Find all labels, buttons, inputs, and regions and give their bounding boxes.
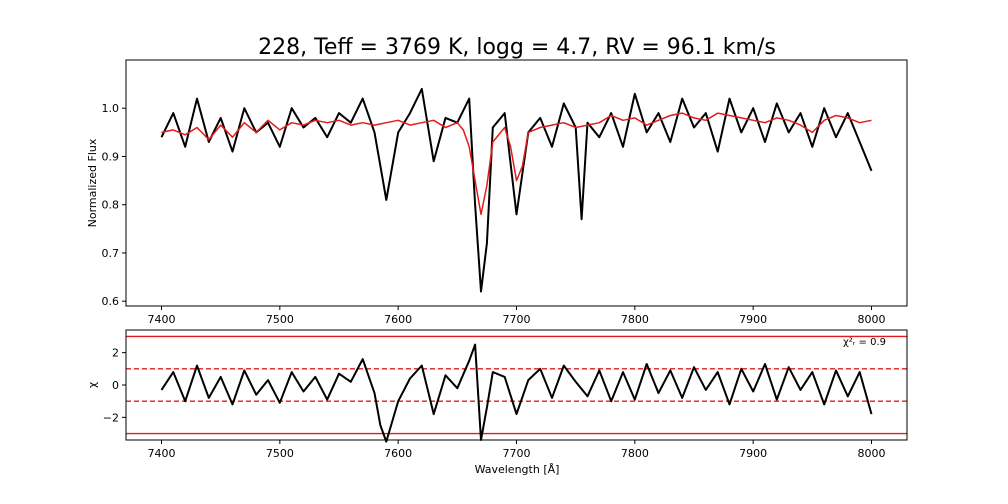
- flux-axes-frame: [125, 59, 908, 307]
- residual-panel: 7400 7500 7600 7700 7800 7900 8000 −2 0 2 χ Wavel…: [86, 329, 908, 476]
- residual-xtick-label-0: 7400: [148, 447, 176, 460]
- residual-xtick-label-2: 7600: [384, 447, 412, 460]
- flux-xtick-label-0: 7400: [148, 313, 176, 326]
- residual-xtick-label-5: 7900: [739, 447, 767, 460]
- residual-ytick-label-2: 2: [112, 347, 119, 360]
- residual-xtick-label-3: 7700: [503, 447, 531, 460]
- flux-ytick-label-4: 1.0: [102, 102, 120, 115]
- flux-ytick-label-0: 0.6: [102, 295, 120, 308]
- flux-plot-area: [160, 87, 873, 293]
- residual-plot-area: [126, 335, 907, 443]
- flux-xtick-label-3: 7700: [503, 313, 531, 326]
- residual-ylabel: χ: [86, 381, 99, 388]
- residual-ytick-label-0: −2: [103, 411, 119, 424]
- flux-xtick-label-6: 8000: [858, 313, 886, 326]
- residual-xtick-label-4: 7800: [621, 447, 649, 460]
- flux-ticks: 7400 7500 7600 7700 7800 7900 8000 0.6 0.7 0.8 0.9…: [102, 102, 886, 326]
- flux-xtick-label-4: 7800: [621, 313, 649, 326]
- flux-panel: 7400 7500 7600 7700 7800 7900 8000 0.6 0.7 0.8 0.9…: [86, 59, 908, 326]
- flux-xtick-label-2: 7600: [384, 313, 412, 326]
- flux-ylabel: Normalized Flux: [86, 138, 99, 227]
- residual-ytick-label-1: 0: [112, 379, 119, 392]
- flux-series-line-1: [161, 112, 872, 216]
- flux-xtick-label-5: 7900: [739, 313, 767, 326]
- flux-series-line-0: [160, 87, 873, 293]
- residual-xtick-label-1: 7500: [266, 447, 294, 460]
- flux-xtick-label-1: 7500: [266, 313, 294, 326]
- flux-ytick-label-1: 0.7: [102, 247, 120, 260]
- wavelength-xlabel: Wavelength [Å]: [475, 463, 560, 476]
- residual-series-line-0: [160, 343, 873, 443]
- flux-ytick-label-3: 0.9: [102, 150, 120, 163]
- chi2-annotation: χ²ᵣ = 0.9: [843, 337, 886, 348]
- chart-title: 228, Teff = 3769 K, logg = 4.7, RV = 96.…: [258, 35, 776, 60]
- residual-xtick-label-6: 8000: [858, 447, 886, 460]
- flux-ytick-label-2: 0.8: [102, 199, 120, 212]
- residual-ticks: 7400 7500 7600 7700 7800 7900 8000 −2 0 2: [103, 347, 886, 460]
- residual-axes-frame: [125, 329, 908, 441]
